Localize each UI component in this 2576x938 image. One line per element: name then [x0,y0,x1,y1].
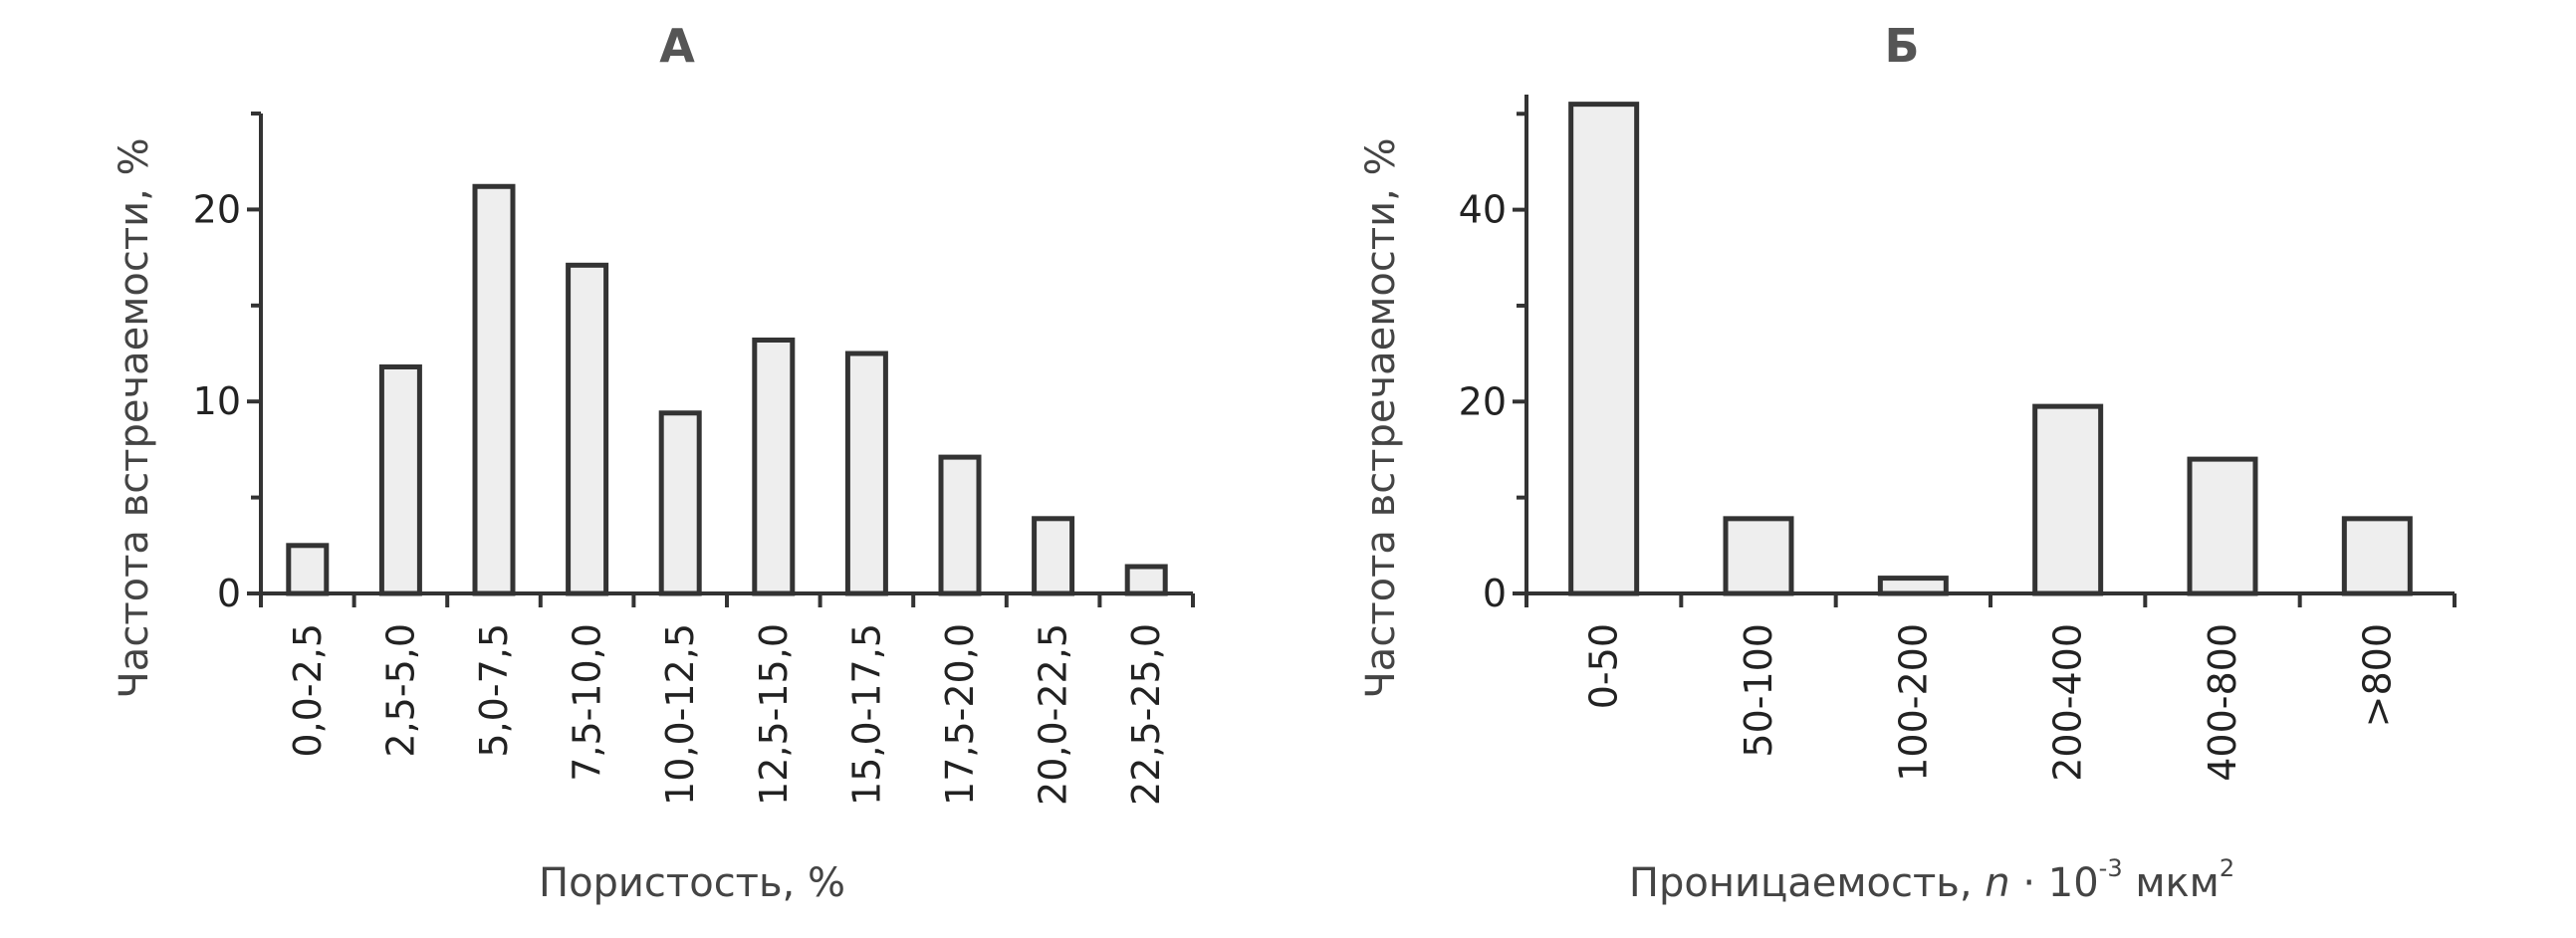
bar-9 [1124,564,1168,596]
chart-b-axes: 0 20 40 [1459,95,2457,615]
category-label-9: 22,5-25,0 [1124,623,1168,806]
category-label-5: >800 [2355,623,2399,727]
chart-a-bars [286,183,1168,596]
chart-b-xlabel-unit: мкм [2123,860,2220,906]
bar-1 [378,363,422,596]
chart-b-xlabel-unit-exp: 2 [2220,854,2234,882]
category-label-0: 0-50 [1582,623,1626,709]
category-label-6: 15,0-17,5 [844,623,888,806]
chart-b: Б Частота встречаемости, % Проницаемость… [1358,19,2457,906]
chart-a-xlabel: Пористость, % [539,860,845,906]
y-tick-label: 20 [1459,379,1507,423]
bar-3 [2032,403,2104,596]
chart-b-xlabel-mid: · 10 [2010,860,2099,906]
category-label-7: 17,5-20,0 [938,623,982,806]
bar-1 [1723,516,1794,596]
category-label-2: 100-200 [1891,623,1935,782]
y-tick-label: 0 [217,572,241,615]
bar-4 [2187,456,2258,596]
bar-2 [1877,576,1949,596]
chart-a-labels: 0,0-2,5 2,5-5,0 5,0-7,5 7,5-10,0 10,0-12,5 12… [286,623,1168,806]
bar-7 [938,454,982,596]
bar-5 [752,338,796,596]
bar-6 [844,351,888,596]
chart-a-ylabel: Частота встречаемости, % [112,137,157,698]
y-tick-label: 40 [1459,188,1507,232]
bar-3 [566,262,609,596]
bar-4 [658,410,702,596]
category-label-4: 10,0-12,5 [658,623,702,806]
bar-8 [1032,516,1075,596]
category-label-8: 20,0-22,5 [1032,623,1075,806]
chart-b-labels: 0-50 50-100 100-200 200-400 400-800 >800 [1582,623,2400,782]
y-tick-label: 20 [193,187,241,231]
category-label-1: 2,5-5,0 [378,623,422,758]
chart-b-bars [1568,102,2413,596]
y-tick-label: 0 [1483,572,1507,615]
bar-0 [1568,102,1640,596]
chart-b-xlabel-exp: -3 [2099,854,2123,882]
category-label-0: 0,0-2,5 [286,623,330,758]
category-label-1: 50-100 [1737,623,1780,758]
chart-b-xlabel-main: Проницаемость, [1629,860,1985,906]
category-label-3: 200-400 [2046,623,2090,782]
bar-5 [2341,516,2413,596]
category-label-3: 7,5-10,0 [566,623,609,782]
category-label-5: 12,5-15,0 [752,623,796,806]
chart-a-title: А [659,19,695,73]
chart-b-title: Б [1884,19,1919,73]
category-label-4: 400-800 [2201,623,2244,782]
bar-0 [286,543,330,596]
chart-a: А Частота встречаемости, % Пористость, %… [112,19,1195,906]
chart-b-xlabel-var: n [1985,860,2009,906]
y-tick-label: 10 [193,379,241,423]
category-label-2: 5,0-7,5 [472,623,516,758]
bar-2 [472,183,516,596]
chart-b-ylabel: Частота встречаемости, % [1358,137,1404,698]
chart-b-xlabel: Проницаемость, n · 10-3 мкм2 [1629,854,2234,906]
